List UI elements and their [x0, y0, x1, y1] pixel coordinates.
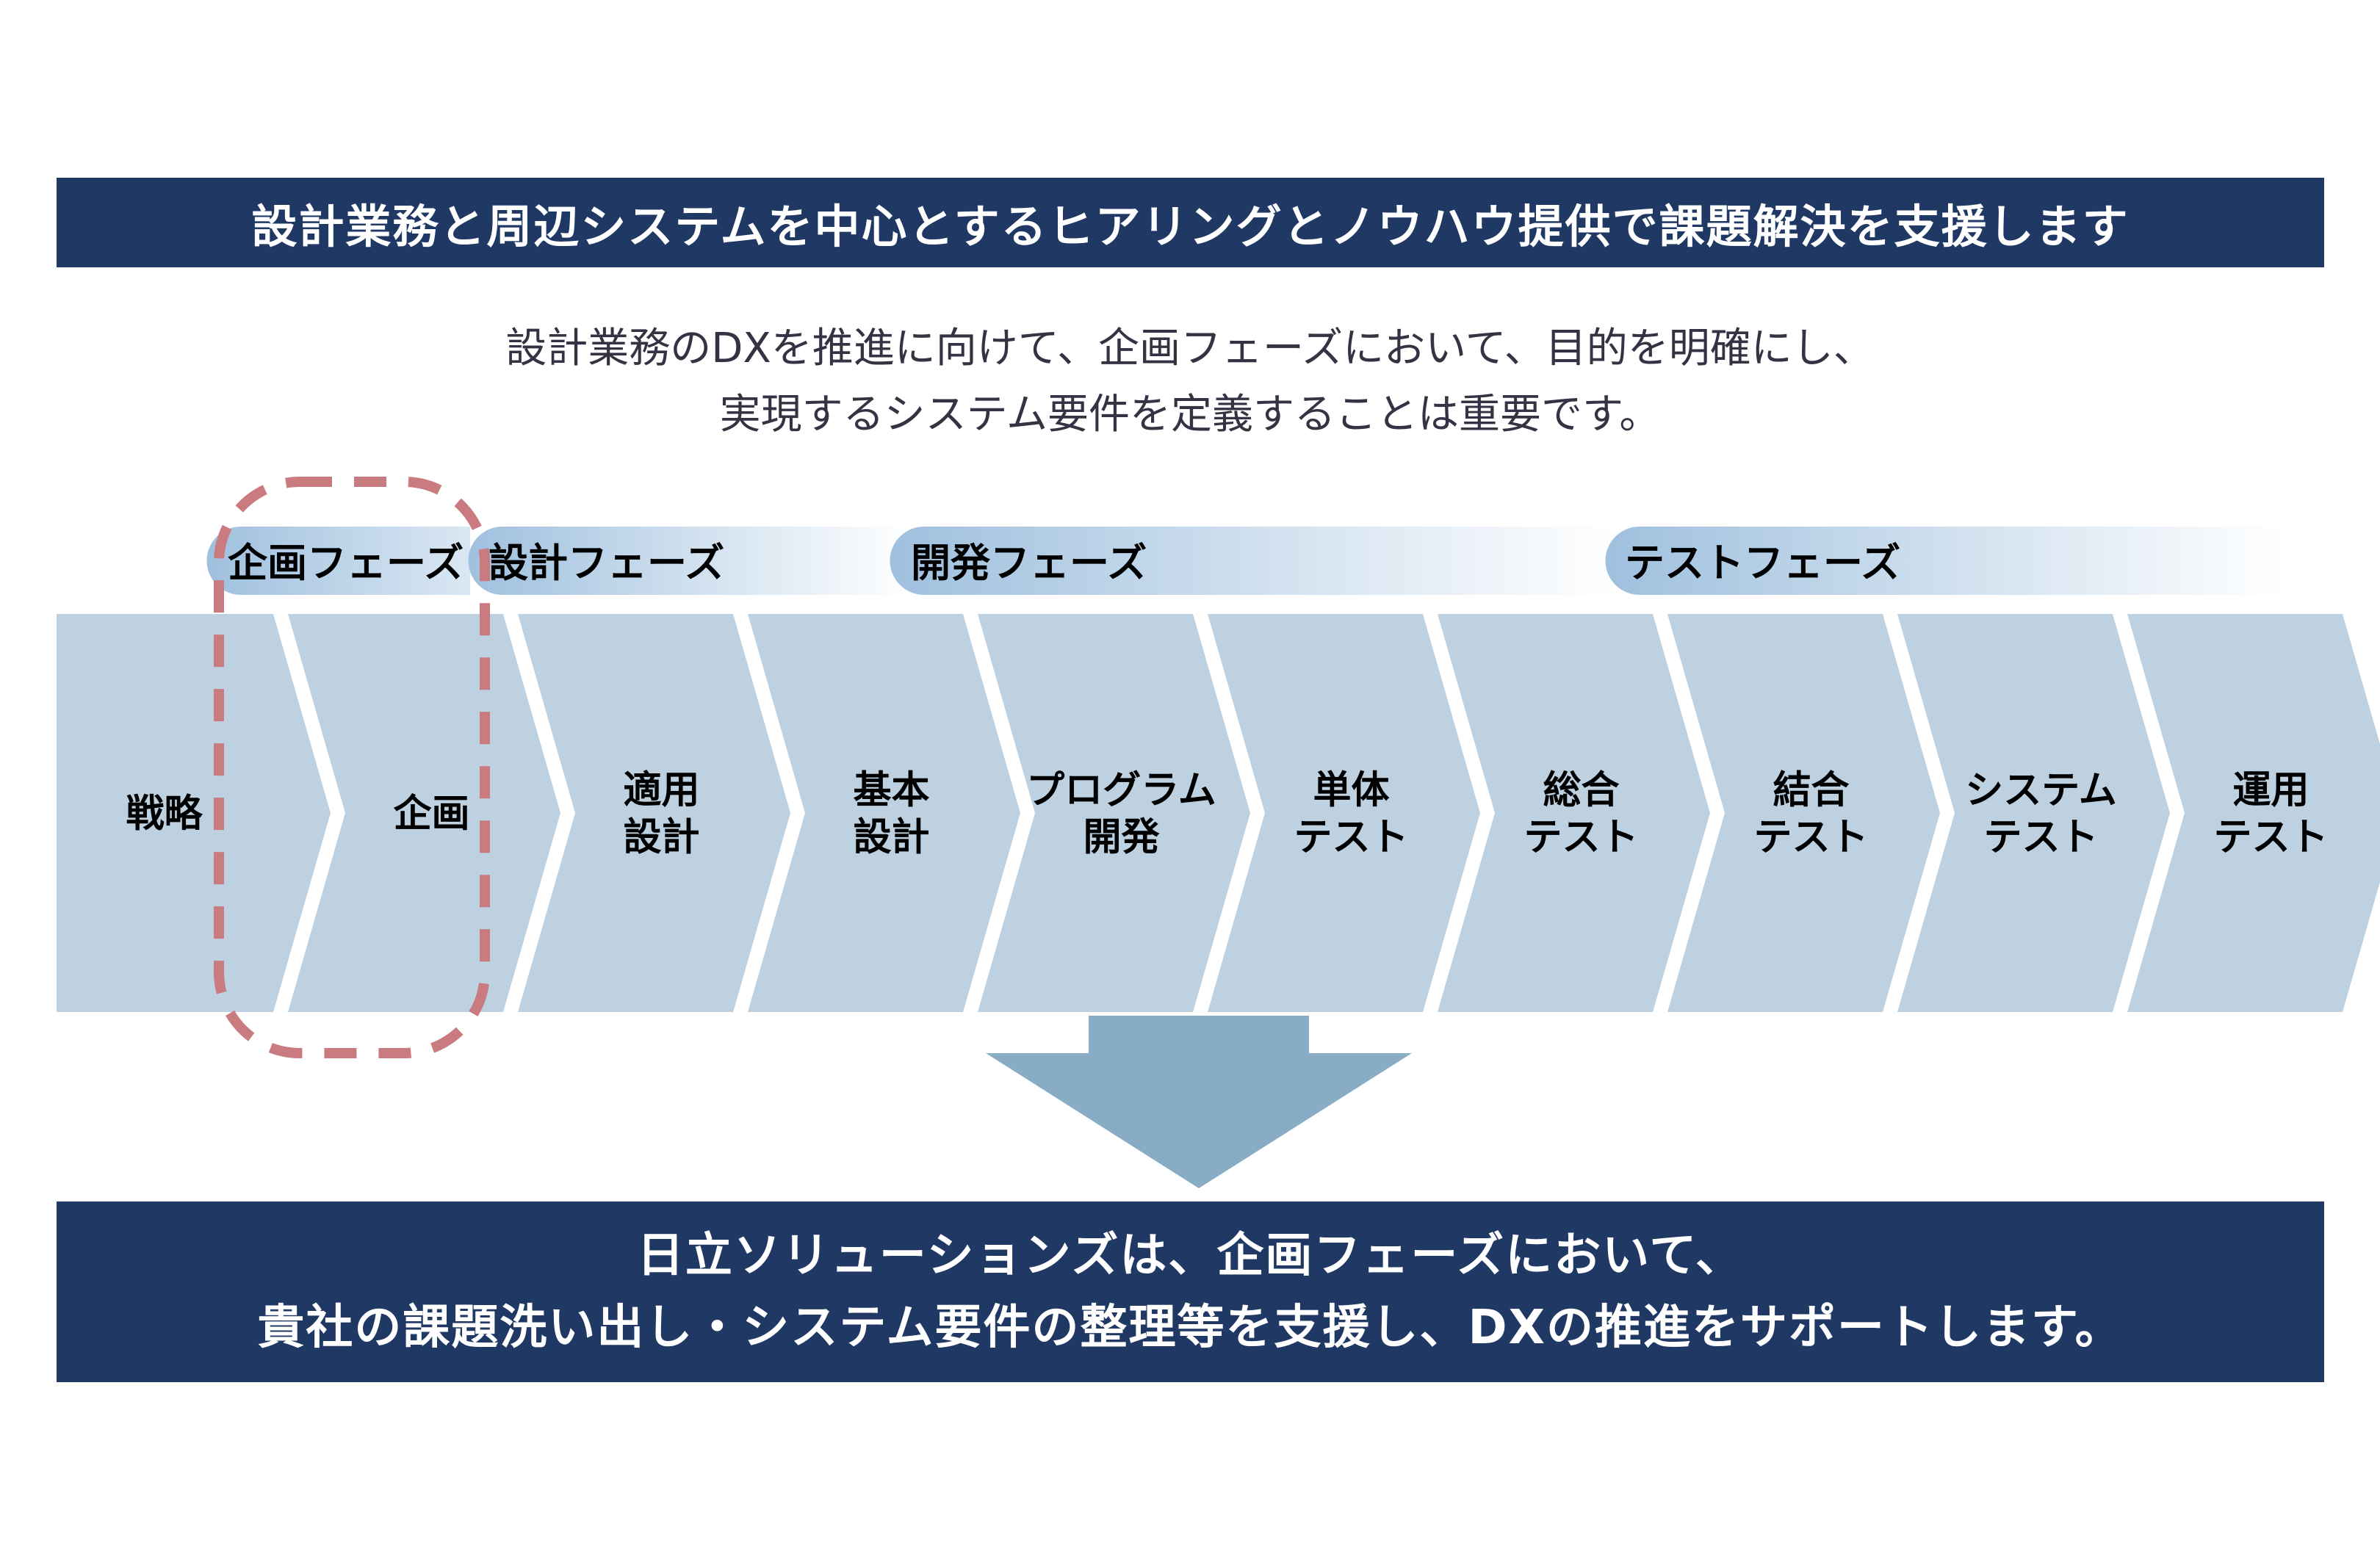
step-label: 開発: [1083, 816, 1160, 860]
step-chevron: [288, 614, 560, 1012]
footer-line-1: 日立ソリューションズは、企画フェーズにおいて、: [636, 1229, 1745, 1283]
planning-highlight-outline: [214, 477, 490, 1058]
phase-bar-test: [1605, 527, 2285, 595]
intro-line-1: 設計業務のDXを推進に向けて、企画フェーズにおいて、目的を明確にし、: [505, 325, 1875, 372]
step-chevron: [978, 614, 1250, 1012]
step-label: 総合: [1543, 769, 1619, 813]
footer-line-2: 貴社の課題洗い出し・システム要件の整理等を支援し、DXの推進をサポートします。: [257, 1301, 2124, 1355]
step-label: 結合: [1773, 769, 1849, 813]
step-label: システム: [1965, 769, 2116, 813]
step-label: テスト: [1753, 816, 1868, 860]
step-label: テスト: [1523, 816, 1638, 860]
step-chevron: [1208, 614, 1480, 1012]
step-label: 企画: [393, 792, 469, 836]
phase-label-planning: 企画フェーズ: [228, 540, 464, 586]
step-label: プログラム: [1026, 769, 1216, 813]
phase-label-development: 開発フェーズ: [911, 540, 1147, 586]
footer-banner: 日立ソリューションズは、企画フェーズにおいて、 貴社の課題洗い出し・システム要件…: [57, 1201, 2324, 1382]
phase-label-test: テストフェーズ: [1625, 540, 1900, 586]
phase-bars: 企画フェーズ 設計フェーズ 開発フェーズ テストフェーズ: [206, 527, 2285, 595]
phase-bar-design: [468, 527, 911, 595]
step-label: テスト: [1983, 816, 2098, 860]
step-chevron: [1667, 614, 1940, 1012]
down-arrow-icon: [986, 1016, 1412, 1188]
step-label: 適用: [623, 769, 699, 813]
intro-line-2: 実現するシステム要件を定義することは重要です。: [719, 391, 1661, 438]
step-label: 単体: [1313, 769, 1389, 813]
step-label: テスト: [1294, 816, 1408, 860]
phase-label-design: 設計フェーズ: [488, 540, 724, 586]
step-label: 設計: [623, 816, 699, 860]
step-label: 運用: [2232, 769, 2309, 813]
step-chevron: [57, 614, 331, 1012]
step-chevron: [1438, 614, 1710, 1012]
header-banner: 設計業務と周辺システムを中心とするヒアリングとノウハウ提供で課題解決を支援します: [57, 178, 2324, 267]
step-chevron: [518, 614, 790, 1012]
step-chevron: [1897, 614, 2170, 1012]
process-steps: 戦略 企画適用設計基本設計プログラム開発単体テスト総合テスト結合テストシステムテス…: [57, 614, 2380, 1012]
step-label: テスト: [2213, 816, 2328, 860]
phase-bar-development: [890, 527, 1616, 595]
step-chevron: [2127, 614, 2380, 1012]
step-label: 設計: [853, 816, 929, 860]
header-title: 設計業務と周辺システムを中心とするヒアリングとノウハウ提供で課題解決を支援します: [251, 200, 2130, 253]
intro-text: 設計業務のDXを推進に向けて、企画フェーズにおいて、目的を明確にし、 実現するシ…: [0, 316, 2380, 448]
step-label: 基本: [853, 769, 929, 813]
step-chevron: [748, 614, 1020, 1012]
phase-bar-planning: [206, 527, 470, 595]
step-label: 戦略: [126, 792, 203, 836]
